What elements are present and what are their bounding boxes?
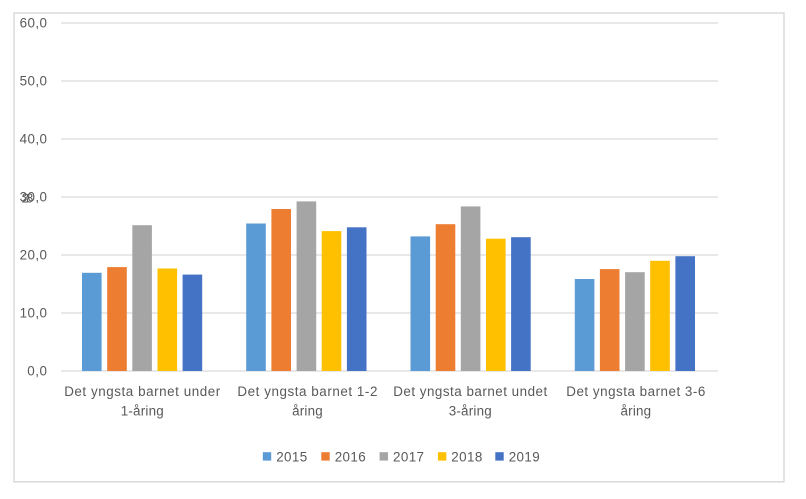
- svg-text:0,0: 0,0: [27, 364, 47, 379]
- svg-text:åring: åring: [621, 404, 652, 419]
- svg-text:åring: åring: [292, 404, 323, 419]
- svg-text:10,0: 10,0: [20, 306, 47, 321]
- svg-text:1-åring: 1-åring: [121, 404, 164, 419]
- svg-text:2019: 2019: [509, 449, 540, 464]
- svg-text:50,0: 50,0: [20, 74, 47, 89]
- svg-text:40,0: 40,0: [20, 132, 47, 147]
- svg-text:2015: 2015: [276, 449, 307, 464]
- svg-text:60,0: 60,0: [20, 16, 47, 31]
- svg-text:20,0: 20,0: [20, 248, 47, 263]
- svg-text:Det yngsta barnet undet: Det yngsta barnet undet: [393, 384, 547, 399]
- svg-text:Det yngsta barnet 1-2: Det yngsta barnet 1-2: [237, 384, 377, 399]
- svg-text:2016: 2016: [335, 449, 366, 464]
- svg-text:Det yngsta barnet under: Det yngsta barnet under: [64, 384, 221, 399]
- svg-text:2017: 2017: [393, 449, 424, 464]
- svg-text:3-åring: 3-åring: [449, 404, 492, 419]
- svg-text:2018: 2018: [451, 449, 482, 464]
- svg-text:28: 28: [22, 192, 34, 206]
- svg-text:30,0: 30,0: [20, 190, 47, 205]
- svg-text:Det yngsta barnet 3-6: Det yngsta barnet 3-6: [566, 384, 705, 399]
